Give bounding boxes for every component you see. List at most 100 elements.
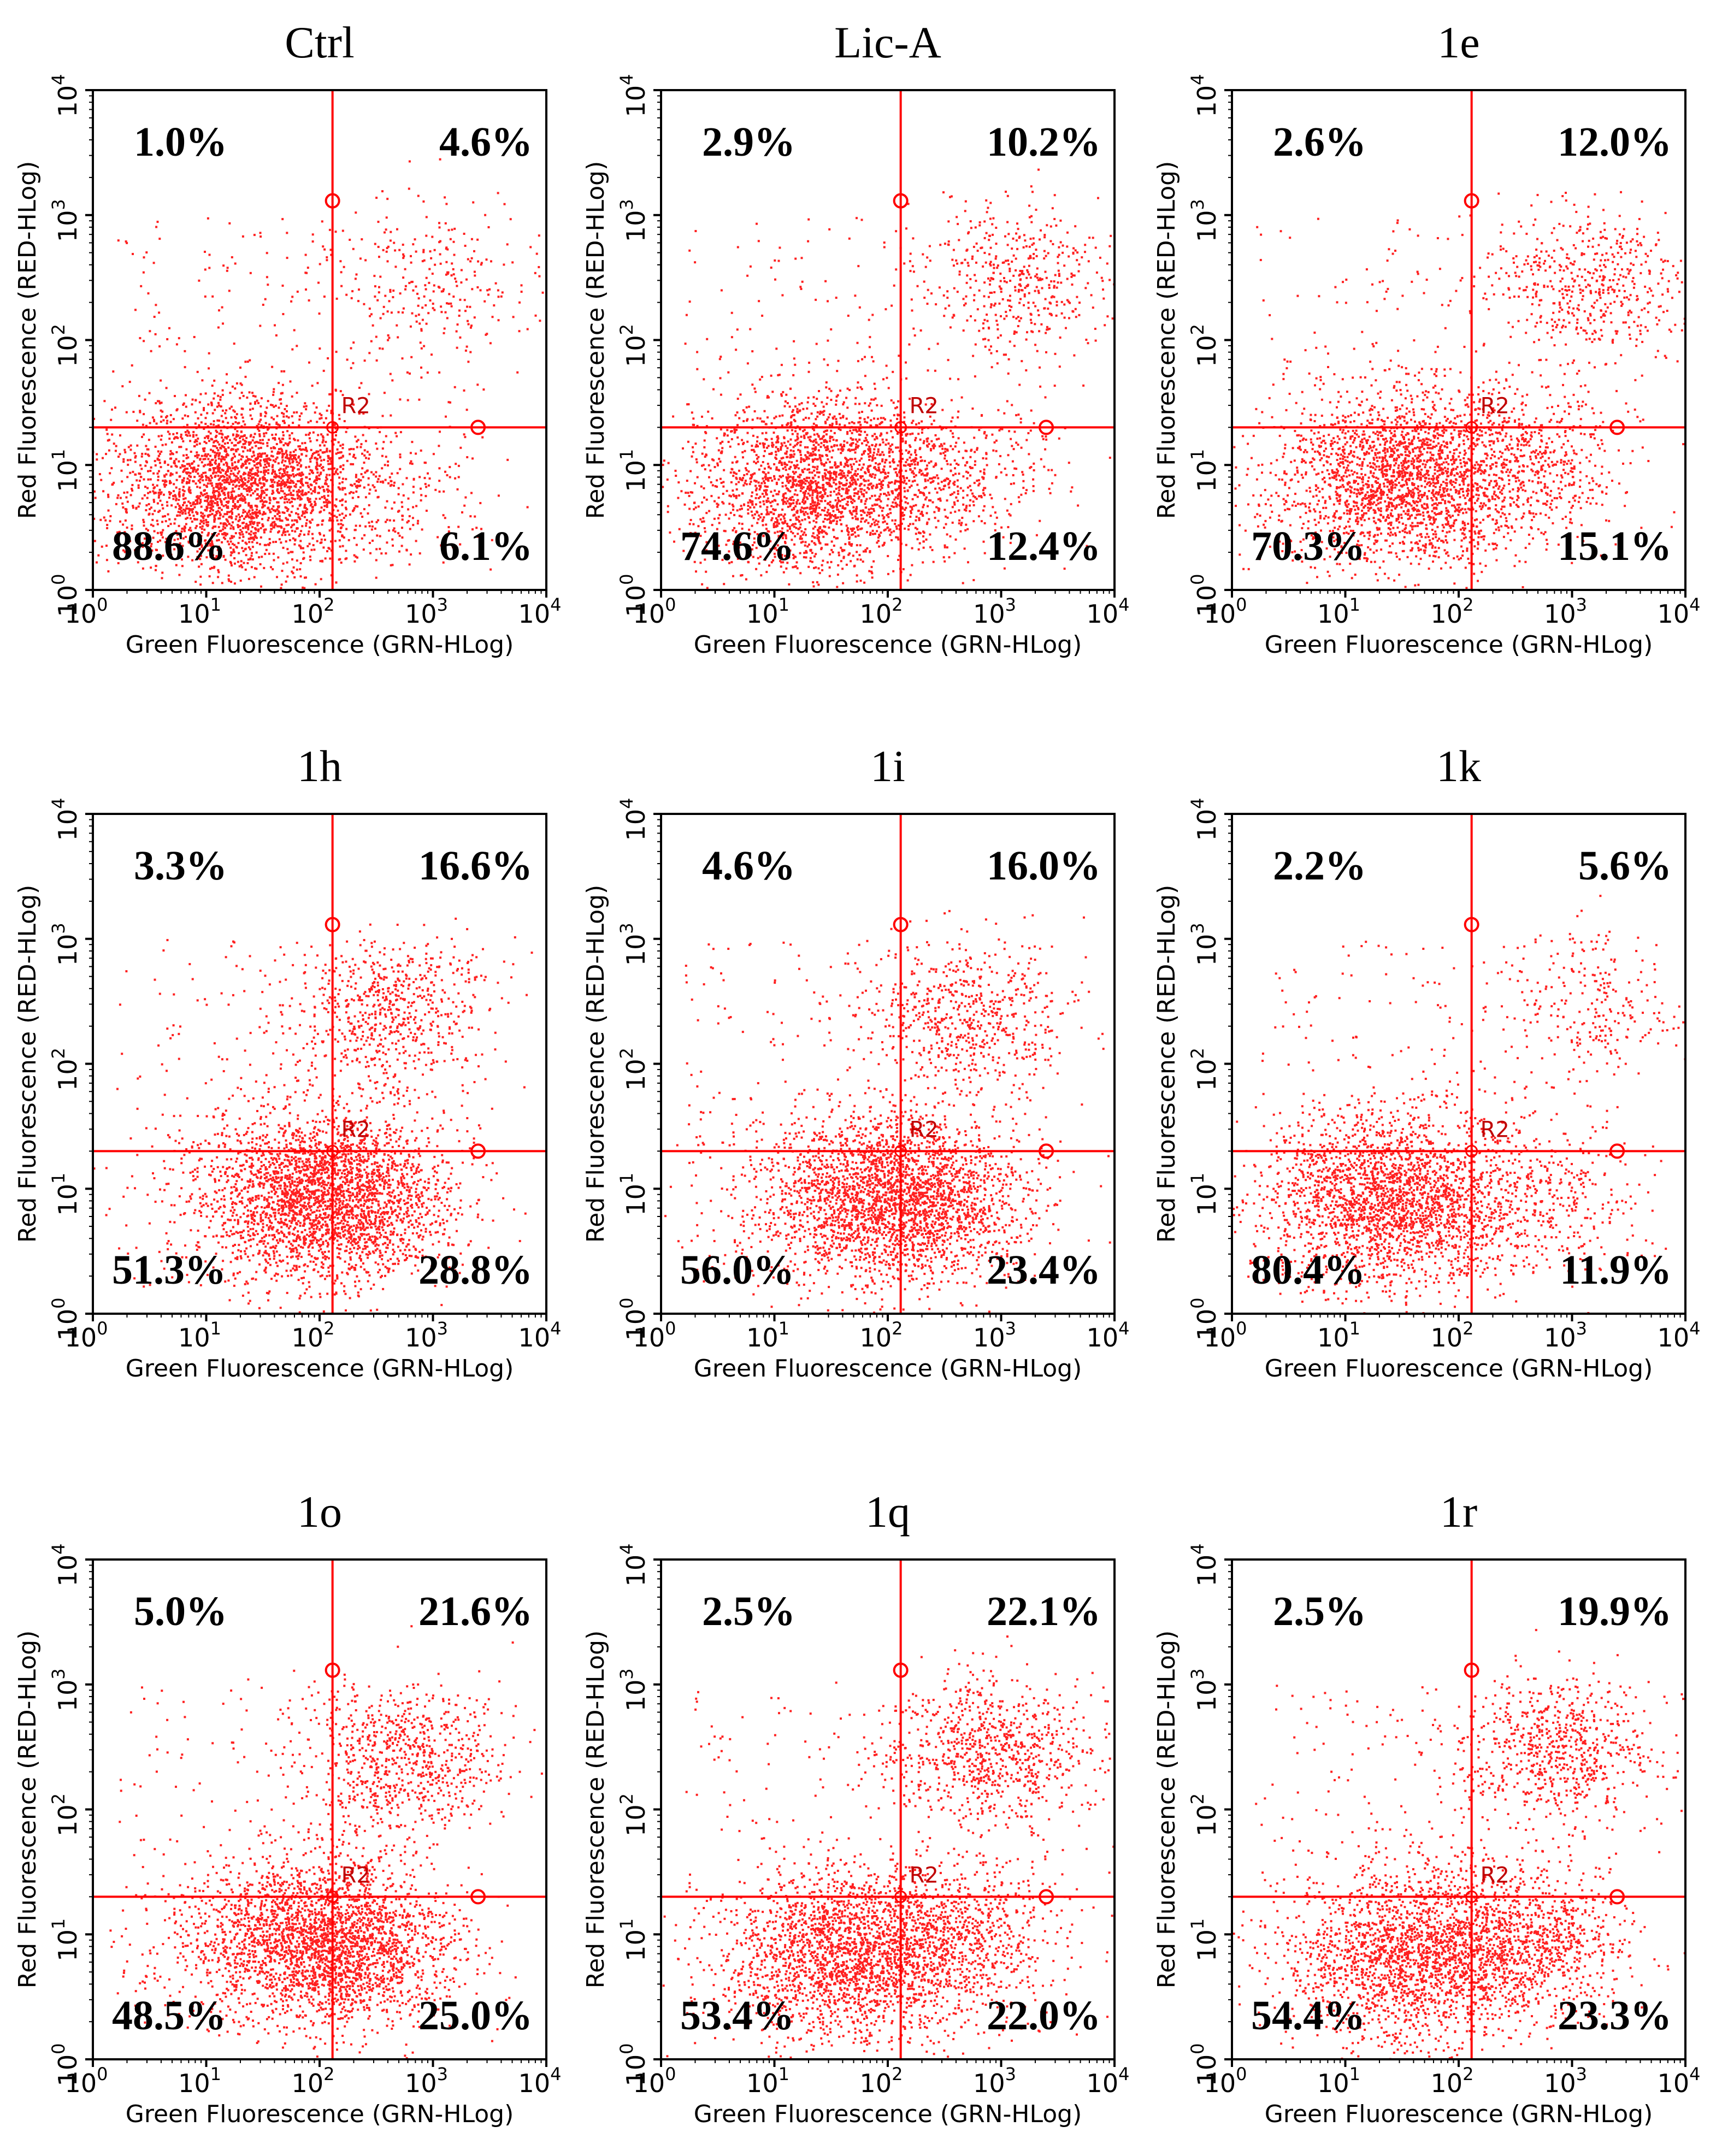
data-point (869, 455, 871, 458)
gate-handle-right[interactable] (470, 420, 486, 435)
data-point (256, 509, 258, 511)
data-point (469, 351, 472, 353)
data-point (362, 434, 364, 436)
data-point (289, 453, 291, 456)
data-point (756, 457, 759, 460)
data-point (982, 457, 984, 459)
data-point (793, 565, 796, 568)
data-point (207, 502, 210, 505)
data-point (1004, 498, 1006, 500)
data-point (276, 481, 279, 484)
data-point (227, 574, 230, 577)
data-point (264, 469, 267, 472)
data-point (394, 249, 397, 252)
data-point (789, 422, 792, 424)
gate-handle-top[interactable] (325, 193, 340, 209)
data-point (229, 479, 232, 481)
data-point (228, 222, 231, 225)
data-point (276, 456, 279, 459)
data-point (870, 398, 873, 401)
data-point (289, 482, 292, 484)
data-point (255, 488, 258, 491)
data-point (233, 535, 235, 538)
data-point (452, 546, 454, 548)
data-point (163, 481, 166, 483)
data-point (230, 510, 233, 512)
data-point (204, 471, 207, 474)
data-point (178, 499, 180, 501)
data-point (296, 460, 298, 463)
data-point (942, 488, 945, 491)
data-point (163, 483, 166, 486)
data-point (272, 455, 274, 458)
data-point (773, 417, 776, 420)
data-point (414, 238, 416, 241)
data-point (741, 479, 744, 482)
data-point (211, 566, 213, 569)
data-point (322, 546, 325, 549)
data-point (221, 389, 224, 392)
data-point (798, 403, 801, 406)
data-point (214, 456, 216, 459)
data-point (893, 530, 895, 533)
data-point (230, 524, 233, 527)
data-point (384, 506, 387, 509)
data-point (207, 476, 210, 479)
data-point (411, 463, 414, 465)
data-point (839, 469, 842, 471)
data-point (735, 483, 738, 486)
data-point (453, 227, 456, 230)
data-point (259, 439, 262, 441)
data-point (317, 524, 320, 526)
data-point (452, 296, 455, 298)
data-point (274, 404, 277, 407)
data-point (840, 512, 842, 515)
data-point (190, 463, 193, 465)
data-point (774, 556, 776, 558)
data-point (410, 356, 413, 358)
data-point (232, 433, 234, 436)
data-point (229, 546, 232, 549)
data-point (132, 411, 135, 413)
data-point (284, 498, 286, 500)
data-point (234, 444, 237, 447)
gate-handle-center[interactable] (326, 421, 339, 434)
data-point (534, 314, 537, 317)
data-point (199, 558, 202, 560)
data-point (787, 488, 789, 491)
data-point (121, 480, 123, 483)
data-point (267, 439, 270, 441)
data-point (266, 445, 269, 447)
data-point (162, 507, 164, 510)
data-point (296, 491, 298, 493)
data-point (368, 492, 371, 495)
data-point (836, 574, 839, 576)
data-point (202, 458, 205, 460)
data-point (826, 397, 829, 399)
data-point (333, 422, 335, 424)
data-point (417, 194, 420, 197)
data-point (219, 398, 222, 401)
data-point (433, 249, 436, 251)
data-point (193, 460, 196, 463)
data-point (212, 500, 215, 503)
data-point (162, 554, 164, 557)
data-point (187, 507, 190, 510)
data-point (832, 510, 835, 512)
data-point (281, 383, 284, 386)
data-point (800, 483, 803, 486)
data-point (183, 501, 185, 504)
data-point (340, 519, 343, 522)
data-point (209, 513, 211, 516)
data-point (158, 459, 161, 462)
data-point (340, 526, 343, 529)
data-point (846, 530, 849, 533)
data-point (290, 494, 293, 497)
data-point (185, 507, 188, 510)
data-point (993, 441, 996, 444)
data-point (209, 468, 211, 470)
data-point (186, 463, 188, 465)
data-point (198, 401, 201, 404)
data-point (226, 500, 228, 503)
data-point (284, 495, 287, 498)
